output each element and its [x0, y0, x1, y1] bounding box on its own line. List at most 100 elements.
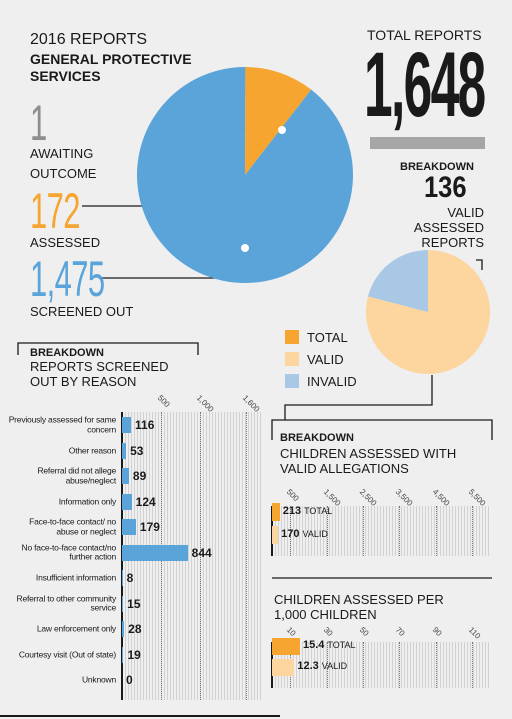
grid-line [199, 412, 201, 700]
grid-line [435, 506, 437, 556]
grid-line [471, 642, 473, 688]
total-label: TOTAL REPORTS [367, 27, 482, 43]
bar [122, 493, 132, 510]
category-label: ASSESSED [30, 235, 101, 250]
bar [122, 646, 124, 663]
bar-label: 170 VALID [281, 528, 328, 540]
category-label: TOTAL [304, 506, 333, 516]
bar-label: 12.3 VALID [297, 660, 347, 672]
subtitle: GENERAL PROTECTIVE SERVICES [30, 51, 192, 84]
headline-value: 136 [424, 171, 467, 204]
category-label: Referral did not allege abuse/neglect [37, 465, 116, 485]
grid-line [326, 642, 328, 688]
legend-label: INVALID [307, 374, 357, 389]
pie-slice [366, 250, 490, 374]
title: BREAKDOWN [280, 432, 354, 444]
bar-label: 213 TOTAL [283, 505, 333, 517]
legend-swatch [285, 374, 299, 388]
category-label: VALID [302, 529, 328, 539]
callout-dot [278, 126, 286, 134]
grid-line [399, 642, 401, 688]
callout-dot [241, 244, 249, 252]
category-label: VALID [321, 661, 348, 671]
total-value: 1,648 [364, 34, 486, 136]
value-label: 19 [127, 647, 141, 662]
value-label: 15.4 [302, 639, 325, 651]
category-label: Insufficient information [35, 572, 116, 583]
bar [272, 658, 295, 676]
category-label: Referral to other community service [16, 593, 117, 613]
grid-line [290, 506, 292, 556]
bar-label: 15.4 TOTAL [303, 639, 356, 651]
category-label: Courtesy visit (Out of state) [18, 648, 116, 659]
bar [122, 442, 127, 459]
legend-swatch [285, 352, 299, 366]
value-label: 124 [135, 494, 156, 509]
category-label: Unknown [81, 674, 116, 685]
title: 2016 REPORTS [30, 31, 148, 48]
title: BREAKDOWN [30, 347, 104, 359]
grid-line [246, 412, 248, 700]
grid-line [435, 642, 437, 688]
pie-slice [368, 250, 428, 312]
bar [122, 417, 132, 433]
subtitle: VALID ASSESSED REPORTS [413, 205, 484, 250]
value-label: 844 [191, 545, 212, 560]
value-label: 179 [139, 520, 160, 534]
bracket [271, 419, 493, 440]
category-label: SCREENED OUT [30, 304, 134, 319]
bar [272, 526, 279, 544]
category-label: Face-to-face contact/ no abuse or neglec… [29, 516, 116, 536]
bar [272, 637, 300, 655]
legend-label: TOTAL [307, 330, 348, 345]
bar [122, 570, 123, 586]
value-label: 172 [30, 183, 80, 239]
value-label: 170 [281, 528, 300, 540]
grid-background [272, 506, 490, 556]
legend-label: VALID [307, 352, 344, 367]
value-label: 1,475 [30, 251, 105, 307]
value-label: 89 [132, 469, 147, 483]
value-label: 15 [127, 596, 141, 611]
pie-slice [136, 67, 353, 283]
title: BREAKDOWN [400, 161, 474, 173]
pie-slice [245, 67, 312, 175]
callout-line [284, 375, 433, 420]
bar [272, 503, 280, 521]
grid-background [272, 642, 490, 688]
legend-swatch [285, 330, 299, 344]
value-label: 213 [282, 505, 302, 517]
subtitle: CHILDREN ASSESSED WITH VALID ALLEGATIONS [280, 446, 457, 476]
title: CHILDREN ASSESSED PER 1,000 CHILDREN [274, 592, 444, 622]
grid-line [399, 506, 401, 556]
value-label: 28 [128, 622, 142, 636]
grid-line [362, 506, 364, 556]
bar [122, 595, 124, 612]
bar [122, 468, 129, 484]
category-label: Previously assessed for same concern [8, 414, 117, 434]
category-label: TOTAL [327, 640, 356, 650]
category-label: Information only [58, 495, 116, 506]
value-label: 1 [30, 95, 47, 151]
divider-bar [370, 137, 485, 149]
value-label: 8 [126, 571, 134, 585]
grid-line [362, 642, 364, 688]
category-label: AWAITING OUTCOME [30, 146, 97, 181]
category-label: Law enforcement only [36, 623, 116, 634]
grid-line [326, 506, 328, 556]
bracket [17, 342, 199, 355]
subtitle: REPORTS SCREENED OUT BY REASON [30, 359, 169, 389]
grid-line [471, 506, 473, 556]
value-label: 12.3 [297, 660, 319, 672]
bar [122, 519, 136, 535]
bar [122, 621, 125, 637]
category-label: No face-to-face contact/no further actio… [21, 542, 117, 562]
value-label: 116 [135, 418, 155, 432]
value-label: 0 [126, 673, 133, 687]
value-label: 53 [130, 443, 144, 458]
bar [122, 544, 188, 561]
category-label: Other reason [68, 444, 116, 455]
callout-line [476, 259, 483, 270]
